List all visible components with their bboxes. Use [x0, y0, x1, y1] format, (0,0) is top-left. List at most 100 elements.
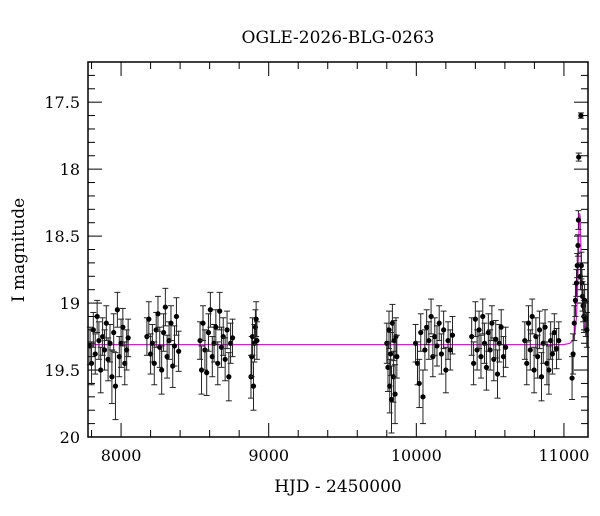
- x-tick-label: 10000: [391, 446, 442, 465]
- y-tick-label: 19.5: [44, 361, 80, 380]
- data-point: [205, 313, 212, 352]
- point-marker: [109, 374, 115, 380]
- point-marker: [576, 154, 582, 160]
- point-marker: [538, 374, 545, 380]
- data-point: [423, 309, 430, 346]
- data-point: [527, 329, 534, 371]
- data-point: [216, 291, 223, 331]
- point-marker: [525, 320, 532, 326]
- data-point: [551, 313, 558, 352]
- data-point: [175, 330, 182, 372]
- point-marker: [575, 217, 582, 223]
- x-tick-label: 11000: [538, 446, 589, 465]
- plot-area: [87, 112, 590, 434]
- point-marker: [571, 320, 577, 326]
- point-marker: [478, 354, 484, 360]
- data-point: [225, 352, 232, 402]
- data-point: [433, 325, 440, 367]
- data-point: [108, 349, 115, 405]
- data-point: [101, 329, 108, 371]
- point-marker: [215, 360, 221, 366]
- point-marker: [392, 391, 398, 397]
- point-marker: [226, 374, 232, 380]
- point-marker: [445, 337, 451, 344]
- point-marker: [438, 351, 445, 357]
- point-marker: [483, 364, 490, 370]
- point-marker: [570, 351, 576, 357]
- point-marker: [386, 327, 392, 333]
- point-marker: [531, 367, 537, 373]
- point-marker: [424, 324, 430, 330]
- data-point: [571, 305, 578, 342]
- point-marker: [114, 307, 120, 313]
- point-marker: [94, 313, 100, 320]
- point-marker: [125, 335, 131, 341]
- point-marker: [90, 327, 96, 333]
- data-point: [470, 341, 477, 386]
- point-marker: [426, 337, 432, 344]
- point-marker: [432, 333, 438, 340]
- data-point: [542, 309, 549, 346]
- point-marker: [229, 335, 236, 341]
- data-point: [523, 341, 530, 386]
- point-marker: [569, 375, 575, 381]
- data-point: [492, 319, 499, 359]
- data-point: [529, 298, 536, 335]
- point-marker: [159, 367, 165, 373]
- point-marker: [574, 262, 580, 269]
- data-point: [224, 310, 231, 350]
- point-marker: [228, 340, 234, 346]
- data-point: [416, 358, 423, 409]
- point-marker: [394, 354, 400, 360]
- data-point: [253, 321, 260, 360]
- data-point: [440, 310, 447, 350]
- point-marker: [436, 320, 442, 326]
- point-marker: [536, 327, 543, 333]
- point-marker: [498, 324, 504, 330]
- point-marker: [176, 348, 182, 354]
- data-point: [570, 333, 577, 375]
- data-point: [536, 310, 543, 350]
- point-marker: [493, 336, 499, 342]
- data-point: [95, 321, 102, 360]
- data-point: [575, 210, 582, 230]
- point-marker: [120, 324, 126, 330]
- data-point: [479, 298, 486, 335]
- data-point: [472, 301, 479, 338]
- point-marker: [100, 333, 106, 340]
- point-marker: [151, 360, 157, 366]
- point-marker: [249, 333, 256, 340]
- point-marker: [162, 304, 168, 310]
- point-marker: [553, 346, 560, 352]
- point-marker: [575, 242, 581, 249]
- axis-ticks: [88, 61, 588, 438]
- data-point: [114, 291, 121, 328]
- data-point: [577, 112, 584, 119]
- y-tick-label: 19: [60, 294, 80, 313]
- point-marker: [168, 320, 174, 326]
- data-point: [125, 318, 132, 358]
- data-point: [171, 325, 178, 367]
- data-point: [110, 313, 117, 352]
- point-marker: [222, 356, 228, 362]
- point-marker: [420, 394, 426, 400]
- point-marker: [503, 344, 509, 350]
- data-point: [569, 356, 576, 400]
- point-marker: [422, 347, 428, 353]
- point-marker: [96, 337, 102, 344]
- x-axis-label: HJD - 2450000: [274, 477, 402, 497]
- point-marker: [578, 262, 584, 269]
- point-marker: [572, 297, 579, 303]
- x-tick-label: 9000: [248, 446, 289, 465]
- point-marker: [204, 370, 210, 376]
- point-marker: [205, 329, 212, 336]
- data-point: [88, 341, 95, 386]
- data-point: [393, 334, 400, 379]
- data-point: [145, 301, 152, 338]
- point-marker: [434, 343, 440, 349]
- point-marker: [207, 307, 213, 313]
- data-point: [555, 321, 562, 360]
- point-marker: [447, 347, 453, 353]
- data-point: [449, 315, 456, 355]
- point-marker: [487, 347, 493, 353]
